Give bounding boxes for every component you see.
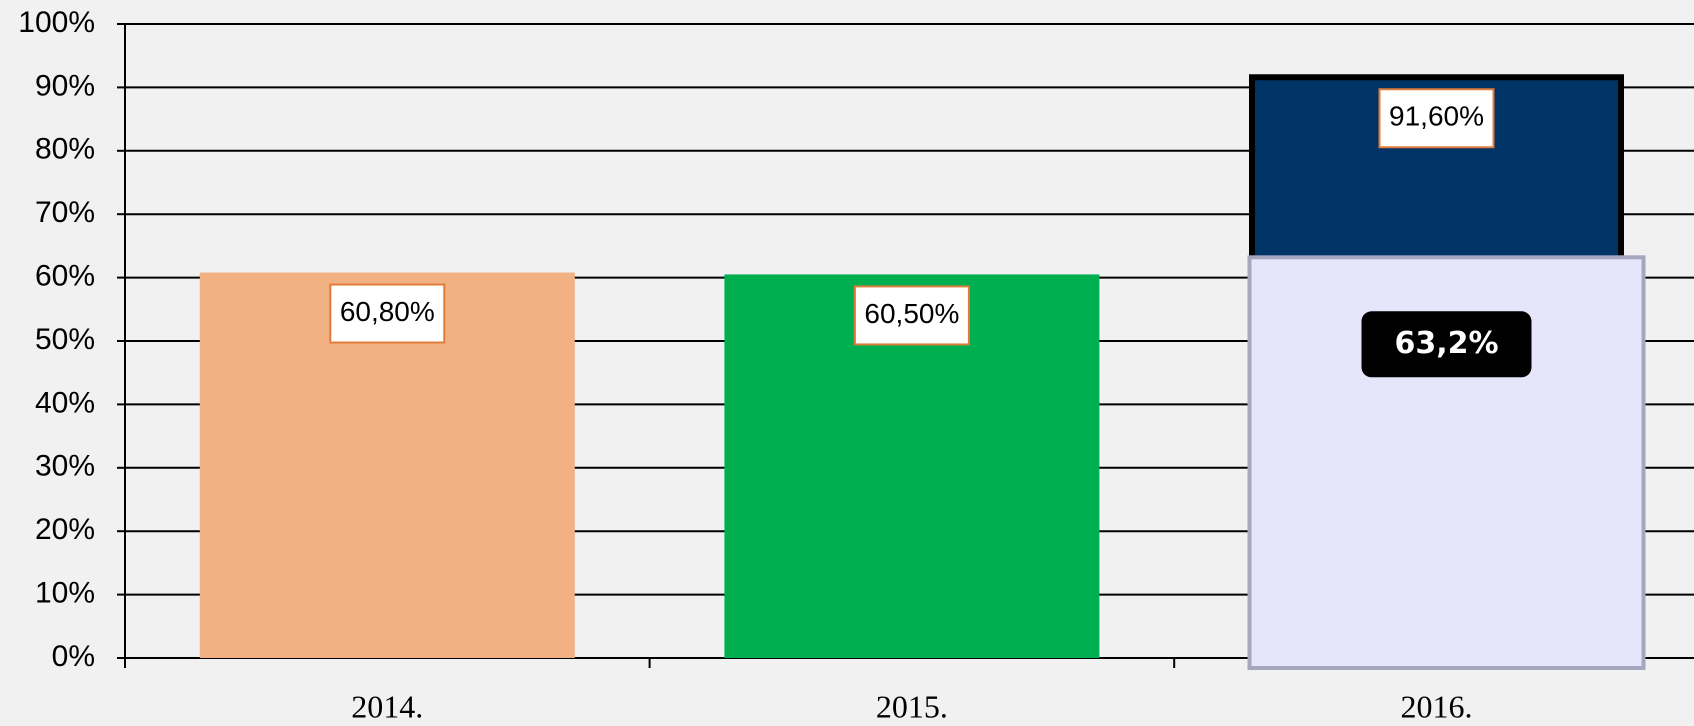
y-tick-label: 10% — [35, 577, 95, 610]
y-tick-label: 60% — [35, 260, 95, 293]
x-tick-label: 2016. — [1401, 688, 1473, 724]
y-tick-label: 0% — [52, 640, 95, 673]
value-label-box — [1361, 311, 1532, 378]
value-label-box — [853, 285, 970, 346]
value-label: 60,50% — [864, 298, 959, 329]
y-tick-label: 100% — [18, 6, 95, 39]
value-label: 91,60% — [1389, 101, 1484, 132]
x-tick-label: 2014. — [351, 688, 423, 724]
y-tick-label: 30% — [35, 450, 95, 483]
x-tick-label: 2015. — [876, 688, 948, 724]
y-tick-label: 20% — [35, 513, 95, 546]
y-tick-label: 40% — [35, 386, 95, 419]
y-tick-label: 80% — [35, 133, 95, 166]
value-label-box — [1378, 88, 1495, 149]
value-label: 63,2% — [1394, 326, 1498, 361]
y-tick-label: 90% — [35, 69, 95, 102]
y-tick-label: 70% — [35, 196, 95, 229]
y-tick-label: 50% — [35, 323, 95, 356]
value-label: 60,80% — [340, 296, 435, 327]
value-label-box — [329, 283, 446, 344]
